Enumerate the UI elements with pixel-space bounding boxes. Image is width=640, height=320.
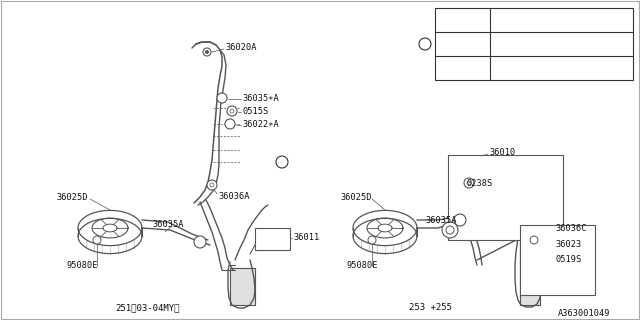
Bar bbox=[448, 155, 563, 240]
Bar bbox=[435, 8, 633, 80]
Text: 36011: 36011 bbox=[293, 233, 319, 242]
Circle shape bbox=[93, 236, 101, 244]
Text: 0100S: 0100S bbox=[437, 63, 461, 73]
Text: 36036A: 36036A bbox=[218, 191, 250, 201]
Circle shape bbox=[207, 180, 217, 190]
Text: M000267: M000267 bbox=[437, 39, 471, 49]
Text: 36025D: 36025D bbox=[340, 193, 371, 202]
Text: 0515S: 0515S bbox=[242, 107, 268, 116]
Polygon shape bbox=[520, 232, 540, 305]
Circle shape bbox=[194, 236, 206, 248]
Circle shape bbox=[442, 222, 458, 238]
Text: 0100S: 0100S bbox=[437, 15, 461, 25]
Text: 1: 1 bbox=[422, 39, 428, 49]
Circle shape bbox=[217, 93, 227, 103]
Circle shape bbox=[419, 38, 431, 50]
Text: 36035∗A: 36035∗A bbox=[242, 93, 279, 102]
Text: 36036C: 36036C bbox=[555, 223, 586, 233]
Circle shape bbox=[454, 214, 466, 226]
Text: 1: 1 bbox=[280, 157, 285, 166]
Text: 251〃03-04MY〉: 251〃03-04MY〉 bbox=[116, 303, 180, 313]
Circle shape bbox=[227, 106, 237, 116]
Text: 36022∗A: 36022∗A bbox=[242, 119, 279, 129]
Circle shape bbox=[225, 119, 235, 129]
Text: 36023: 36023 bbox=[555, 239, 581, 249]
Circle shape bbox=[205, 50, 209, 54]
Text: 95080E: 95080E bbox=[66, 261, 97, 270]
Text: 36010: 36010 bbox=[489, 148, 515, 156]
Circle shape bbox=[464, 178, 474, 188]
Bar bbox=[255, 228, 290, 250]
Text: (05MY0501-           ): (05MY0501- ) bbox=[492, 63, 599, 73]
Bar bbox=[520, 225, 595, 295]
Text: 253 +255: 253 +255 bbox=[408, 303, 451, 313]
Circle shape bbox=[368, 236, 376, 244]
Circle shape bbox=[276, 156, 288, 168]
Circle shape bbox=[530, 236, 538, 244]
Text: 95080E: 95080E bbox=[346, 261, 378, 270]
Text: (03MY0302-05MY0412): (03MY0302-05MY0412) bbox=[492, 39, 584, 49]
Polygon shape bbox=[230, 268, 255, 305]
Circle shape bbox=[203, 48, 211, 56]
Text: 36035A: 36035A bbox=[425, 215, 456, 225]
Text: 36025D: 36025D bbox=[56, 193, 88, 202]
Text: A363001049: A363001049 bbox=[558, 309, 611, 318]
Text: 0238S: 0238S bbox=[466, 179, 492, 188]
Text: 36020A: 36020A bbox=[225, 43, 257, 52]
Text: 36035A: 36035A bbox=[152, 220, 184, 228]
Text: 0519S: 0519S bbox=[555, 255, 581, 265]
Text: (            -03MY0301): ( -03MY0301) bbox=[492, 15, 604, 25]
